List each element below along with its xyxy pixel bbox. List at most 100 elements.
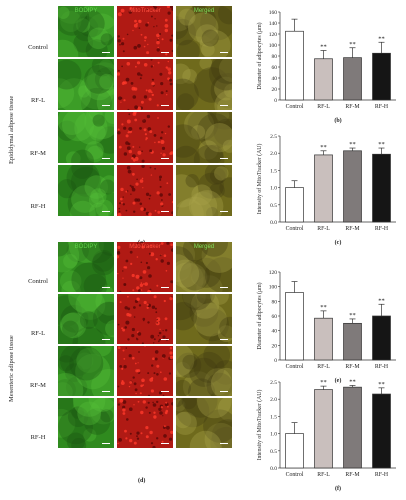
bar (343, 322, 362, 361)
category-label: RF-L (317, 104, 330, 110)
y-axis-label: Diameter of adipocytes (μm) (256, 22, 263, 89)
bar (285, 433, 304, 469)
row-label-rf-l-d: RF-L (30, 330, 46, 337)
micrograph-merged-rf-l (176, 294, 232, 344)
micrograph-bodipy-control: BODIPY (58, 6, 114, 57)
bar (314, 389, 333, 469)
micrograph-merged-rf-h (176, 165, 232, 216)
scale-bar (161, 211, 169, 212)
micrograph-merged-rf-h (176, 398, 232, 448)
y-tick-label: 0 (274, 358, 277, 364)
micrograph-mito-rf-m (117, 112, 173, 163)
panel-letter-f: (f) (335, 485, 341, 492)
category-label: RF-L (317, 472, 330, 478)
category-label: RF-H (375, 364, 389, 370)
category-label: Control (286, 364, 304, 370)
chart-f: 0.0 0.5 1.0 1.5 2.0 2.5 Intensity of MitoTrack… (256, 378, 396, 492)
micrograph-mito-rf-l (117, 294, 173, 344)
scale-bar (220, 105, 228, 106)
micrograph-bodipy-rf-m (58, 112, 114, 163)
epididymal-side-label: Epididymal adipose tissue (8, 95, 15, 164)
y-tick-label: 0.0 (270, 466, 277, 472)
y-axis-label: Intensity of MitoTracker (AU) (256, 390, 263, 461)
y-tick-label: 1.5 (270, 168, 277, 174)
significance-marker: ** (378, 381, 385, 388)
micrograph-bodipy-rf-m (58, 346, 114, 396)
bar (314, 317, 333, 361)
scale-bar (220, 339, 228, 340)
row-label-rf-m: RF-M (30, 150, 46, 157)
scale-bar (102, 339, 110, 340)
micrograph-mito-rf-h (117, 165, 173, 216)
scale-bar (102, 391, 110, 392)
column-header-mito: MitoTracker (129, 8, 161, 14)
micrograph-mito-rf-l (117, 59, 173, 110)
category-label: RF-H (375, 472, 389, 478)
significance-marker: ** (349, 378, 356, 385)
column-header-bodipy: BODIPY (74, 8, 98, 14)
row-label-rf-h-d: RF-H (30, 434, 46, 441)
scale-bar (102, 287, 110, 288)
y-tick-label: 2.0 (270, 397, 277, 403)
y-tick-label: 40 (272, 329, 278, 335)
y-tick-label: 100 (269, 43, 278, 49)
y-tick-label: 0.5 (270, 449, 277, 455)
bar (372, 52, 391, 101)
y-tick-label: 80 (272, 54, 278, 60)
y-tick-label: 60 (272, 314, 278, 320)
y-axis-label: Intensity of MitoTracker (AU) (256, 144, 263, 215)
bar (285, 292, 304, 361)
y-tick-label: 20 (272, 87, 278, 93)
panel-letter-b: (b) (334, 117, 341, 124)
y-tick-label: 0.0 (270, 220, 277, 226)
y-tick-label: 1.0 (270, 432, 277, 438)
y-tick-label: 1.5 (270, 414, 277, 420)
mesenteric-side-label: Mesenteric adipose tissue (8, 335, 15, 402)
micrograph-bodipy-control: BODIPY (58, 242, 114, 292)
bar (372, 393, 391, 469)
category-label: Control (286, 472, 304, 478)
micrograph-bodipy-rf-l (58, 294, 114, 344)
scale-bar (102, 158, 110, 159)
scale-bar (161, 443, 169, 444)
significance-marker: ** (320, 144, 327, 151)
scale-bar (102, 105, 110, 106)
micrograph-merged-rf-m (176, 346, 232, 396)
scale-bar (220, 443, 228, 444)
micrograph-mito-rf-m (117, 346, 173, 396)
scale-bar (220, 52, 228, 53)
micrograph-bodipy-rf-l (58, 59, 114, 110)
significance-marker: ** (378, 141, 385, 148)
scale-bar (220, 391, 228, 392)
significance-marker: ** (349, 41, 356, 48)
row-label-rf-m-d: RF-M (30, 382, 46, 389)
scale-bar (102, 211, 110, 212)
y-tick-label: 160 (269, 10, 278, 16)
category-label: RF-H (375, 104, 389, 110)
y-tick-label: 60 (272, 65, 278, 71)
y-tick-label: 120 (269, 270, 278, 276)
chart-c: 0.0 0.5 1.0 1.5 2.0 2.5 Intensity of MitoTrack… (256, 134, 396, 246)
y-tick-label: 2.5 (270, 380, 277, 386)
chart-e: 0 20 40 60 80 100 120 Diameter of adipocytes (μ… (256, 270, 396, 384)
significance-marker: ** (349, 141, 356, 148)
row-label-rf-l: RF-L (30, 97, 46, 104)
panel-letter-e: (e) (335, 377, 342, 384)
micrograph-bodipy-rf-h (58, 165, 114, 216)
scale-bar (220, 158, 228, 159)
bar (343, 150, 362, 223)
bar (314, 58, 333, 101)
bar (285, 30, 304, 101)
scale-bar (161, 339, 169, 340)
row-label-rf-h: RF-H (30, 203, 46, 210)
significance-marker: ** (349, 312, 356, 319)
category-label: RF-M (345, 472, 359, 478)
category-label: Control (286, 226, 304, 232)
scale-bar (161, 287, 169, 288)
column-header-bodipy: BODIPY (74, 244, 98, 250)
scale-bar (161, 158, 169, 159)
y-tick-label: 2.0 (270, 151, 277, 157)
bar (314, 154, 333, 223)
significance-marker: ** (320, 379, 327, 386)
bar (285, 187, 304, 223)
